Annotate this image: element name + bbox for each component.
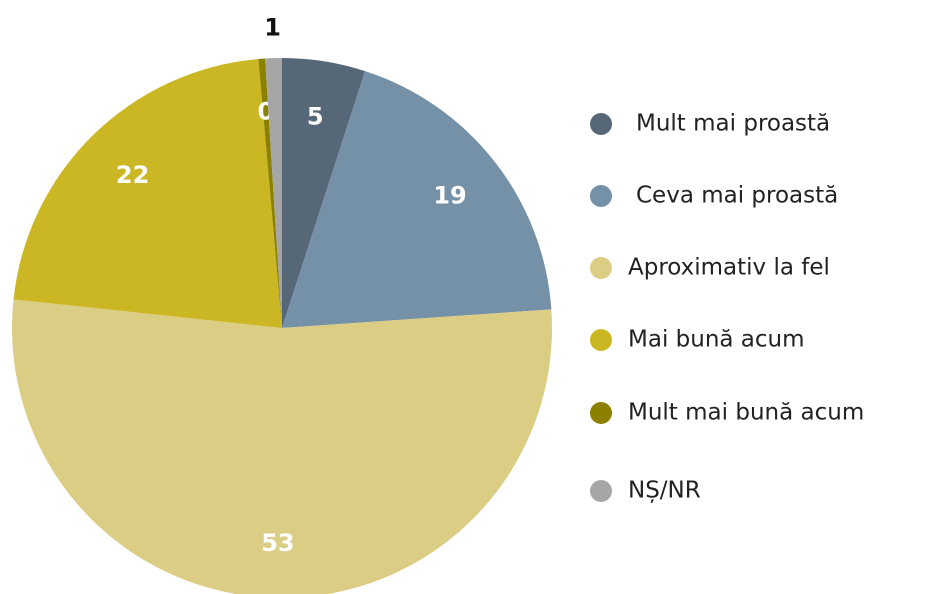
legend-label: NȘ/NR <box>628 478 701 504</box>
value-label: 22 <box>116 161 149 189</box>
legend-label: Aproximativ la fel <box>628 255 830 281</box>
value-label: 5 <box>307 102 324 130</box>
legend-label: Ceva mai proastă <box>636 183 838 209</box>
legend-swatch <box>590 113 612 135</box>
pie-slice <box>265 58 282 328</box>
legend-swatch <box>590 329 612 351</box>
pie-slice <box>282 71 552 329</box>
legend-label: Mult mai proastă <box>636 111 830 137</box>
legend-swatch <box>590 402 612 424</box>
legend-label: Mai bună acum <box>628 327 805 353</box>
legend-label: Mult mai bună acum <box>628 400 864 426</box>
pie-slice <box>12 299 552 594</box>
value-label: 53 <box>261 529 294 557</box>
pie-slice <box>258 58 282 328</box>
pie-slice <box>282 58 366 328</box>
value-label: 19 <box>433 182 466 210</box>
value-label: 1 <box>264 13 281 41</box>
legend-swatch <box>590 257 612 279</box>
legend: Mult mai proastă Ceva mai proastă Aproxima… <box>590 111 864 504</box>
legend-swatch <box>590 480 612 502</box>
legend-swatch <box>590 185 612 207</box>
pie-slice <box>13 59 283 328</box>
